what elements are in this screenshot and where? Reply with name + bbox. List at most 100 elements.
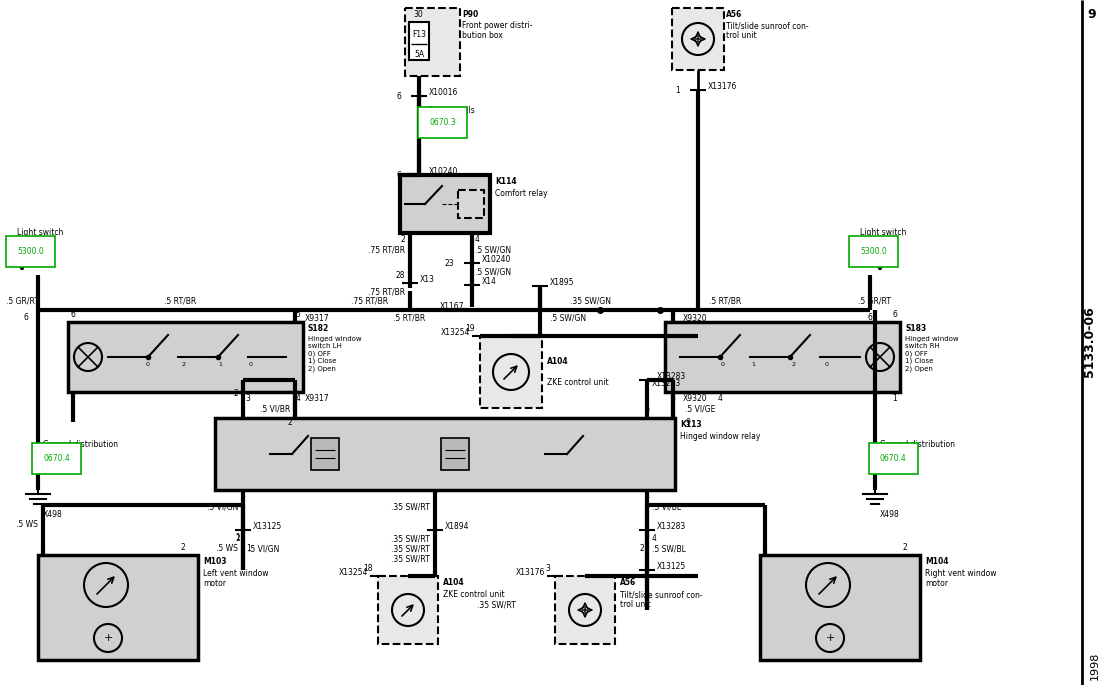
Text: 1998: 1998 xyxy=(1090,651,1100,680)
Text: 2: 2 xyxy=(235,534,240,543)
FancyBboxPatch shape xyxy=(555,576,615,644)
Text: Hinged window relay: Hinged window relay xyxy=(680,432,760,441)
Text: A104: A104 xyxy=(443,578,465,587)
Text: X9317: X9317 xyxy=(305,394,329,403)
Text: 0: 0 xyxy=(721,362,725,367)
Text: X10016: X10016 xyxy=(429,88,458,97)
Text: +: + xyxy=(825,633,834,643)
Text: Hinged window
switch LH
0) OFF
1) Close
2) Open: Hinged window switch LH 0) OFF 1) Close … xyxy=(307,336,361,371)
Text: X1895: X1895 xyxy=(550,278,574,287)
Text: 2: 2 xyxy=(181,543,185,552)
Text: 18: 18 xyxy=(364,564,372,573)
Bar xyxy=(760,555,920,660)
Text: .35 SW/RT: .35 SW/RT xyxy=(391,534,430,543)
Text: X13254: X13254 xyxy=(441,328,469,337)
Text: .35 SW/RT: .35 SW/RT xyxy=(391,502,430,511)
Text: ZKE control unit: ZKE control unit xyxy=(443,590,505,599)
Text: X13283: X13283 xyxy=(657,522,687,531)
FancyBboxPatch shape xyxy=(458,190,484,218)
Text: +: + xyxy=(104,633,112,643)
Text: 1: 1 xyxy=(218,362,222,367)
Text: 4: 4 xyxy=(295,394,301,403)
Text: 0670.4: 0670.4 xyxy=(43,454,69,463)
Text: 3: 3 xyxy=(670,394,676,403)
Text: M104: M104 xyxy=(925,557,949,566)
Text: .5 VI/GN: .5 VI/GN xyxy=(207,502,238,511)
Text: 19: 19 xyxy=(465,324,475,333)
Text: 0: 0 xyxy=(825,362,829,367)
Text: P90: P90 xyxy=(462,10,478,19)
Text: .5 GR/RT: .5 GR/RT xyxy=(6,296,39,305)
Text: 6: 6 xyxy=(71,310,75,319)
Text: 5300.0: 5300.0 xyxy=(860,247,887,256)
Text: X13176: X13176 xyxy=(516,568,545,577)
Text: S182: S182 xyxy=(307,324,329,333)
Text: .5 RT/BR: .5 RT/BR xyxy=(392,313,425,322)
FancyBboxPatch shape xyxy=(480,336,542,408)
Text: X10240: X10240 xyxy=(429,167,458,176)
Text: 23: 23 xyxy=(444,258,454,268)
Text: X1167: X1167 xyxy=(440,302,465,311)
Bar xyxy=(311,438,339,470)
Text: 1: 1 xyxy=(41,543,45,552)
Text: 9: 9 xyxy=(685,418,690,427)
Bar xyxy=(68,322,303,392)
Text: 2: 2 xyxy=(234,388,238,397)
Text: Right vent window
motor: Right vent window motor xyxy=(925,569,996,588)
Text: 9: 9 xyxy=(645,406,649,415)
Text: .75 RT/BR: .75 RT/BR xyxy=(368,245,406,254)
Text: 8: 8 xyxy=(240,406,246,415)
Bar xyxy=(37,555,198,660)
Bar xyxy=(665,322,900,392)
Text: .35 SW/RT: .35 SW/RT xyxy=(391,544,430,553)
Text: .75 RT/BR: .75 RT/BR xyxy=(352,296,389,305)
Text: X14: X14 xyxy=(482,277,497,286)
Text: .5 RT/BR: .5 RT/BR xyxy=(709,296,742,305)
Text: 0: 0 xyxy=(147,362,150,367)
Text: X9320: X9320 xyxy=(683,314,707,323)
Text: X498: X498 xyxy=(880,510,899,519)
Text: 5: 5 xyxy=(295,310,301,319)
Text: A56: A56 xyxy=(726,10,743,19)
Text: Comfort relay: Comfort relay xyxy=(495,189,548,198)
Text: 28: 28 xyxy=(396,271,406,279)
Bar xyxy=(215,418,676,490)
Text: A104: A104 xyxy=(547,357,569,366)
Text: X13176: X13176 xyxy=(707,82,737,91)
Text: Ground distribution: Ground distribution xyxy=(43,440,118,449)
Text: Light switch: Light switch xyxy=(860,228,906,237)
Text: 2: 2 xyxy=(181,362,185,367)
Text: X13283: X13283 xyxy=(652,379,681,388)
Text: X13254: X13254 xyxy=(338,568,368,577)
FancyBboxPatch shape xyxy=(672,8,724,70)
Text: M103: M103 xyxy=(203,557,227,566)
Text: .5 VI/GN: .5 VI/GN xyxy=(248,545,280,554)
Text: Fuse details: Fuse details xyxy=(429,106,475,115)
Text: 7: 7 xyxy=(433,492,437,501)
Text: 0670.4: 0670.4 xyxy=(880,454,907,463)
Text: .35 SW/RT: .35 SW/RT xyxy=(391,555,430,564)
Text: 1: 1 xyxy=(246,544,251,553)
Text: A56: A56 xyxy=(620,578,636,587)
Text: X9317: X9317 xyxy=(305,314,329,323)
Text: 1: 1 xyxy=(676,86,680,95)
Text: X9320: X9320 xyxy=(683,394,707,403)
Text: 5A: 5A xyxy=(414,50,424,59)
Text: 5: 5 xyxy=(240,492,246,501)
Text: X13: X13 xyxy=(420,275,435,284)
Text: 1: 1 xyxy=(893,394,897,403)
Text: 2: 2 xyxy=(288,418,292,427)
Text: ZKE control unit: ZKE control unit xyxy=(547,378,608,387)
Text: .5 VI/GE: .5 VI/GE xyxy=(685,404,715,413)
Text: 30: 30 xyxy=(413,10,423,19)
Text: .5 RT/BR: .5 RT/BR xyxy=(164,296,196,305)
Text: 4: 4 xyxy=(645,492,649,501)
Text: 1: 1 xyxy=(235,534,240,543)
Text: Left vent window
motor: Left vent window motor xyxy=(203,569,269,588)
Text: K114: K114 xyxy=(495,177,517,186)
Text: 5300.0: 5300.0 xyxy=(17,247,44,256)
Text: .5 GR/RT: .5 GR/RT xyxy=(858,296,892,305)
Text: .5 VI/BR: .5 VI/BR xyxy=(260,404,290,413)
Text: X1894: X1894 xyxy=(445,522,469,531)
Text: 5: 5 xyxy=(670,310,676,319)
